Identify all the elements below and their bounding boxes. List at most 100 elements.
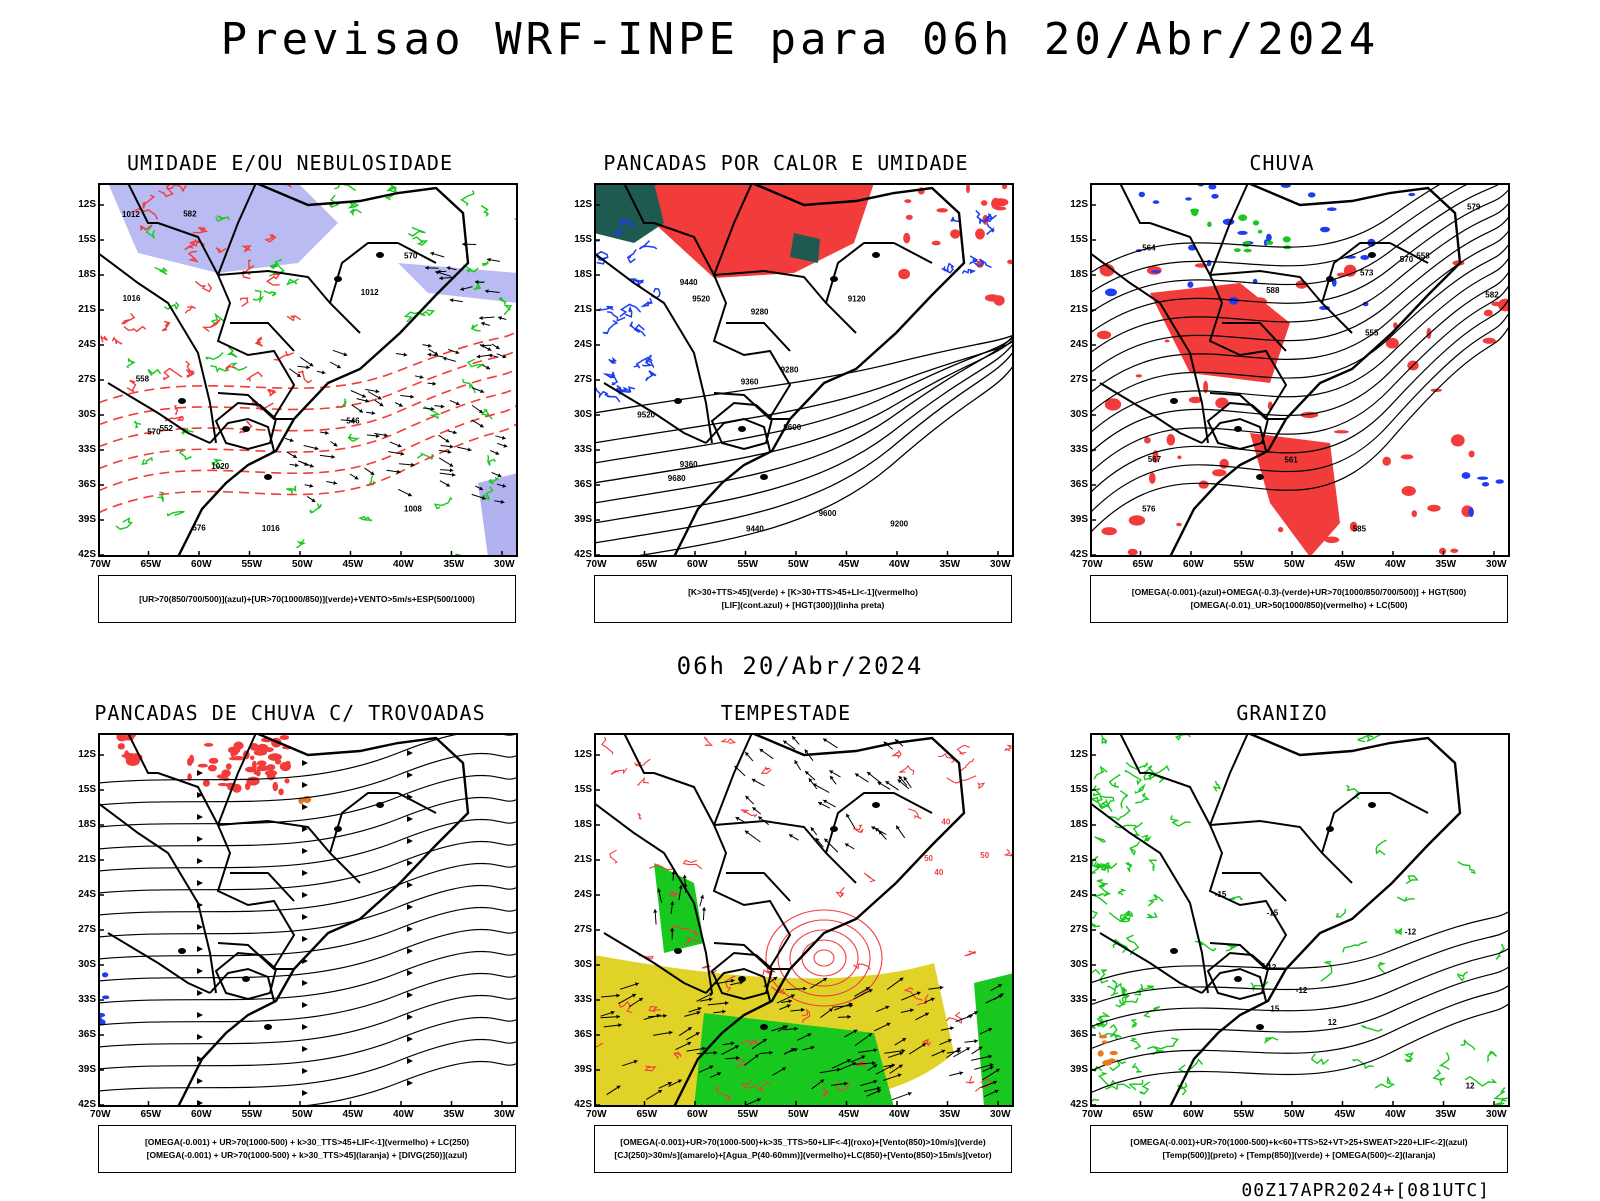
thunder-area-red <box>250 756 255 760</box>
lake <box>1170 398 1178 404</box>
contour-label: 9360 <box>680 460 698 469</box>
contour-label: -12 <box>1296 986 1308 995</box>
legend-line: [CJ(250)>30m/s](amarelo)+[Agua_P(40-60mm… <box>595 1149 1011 1162</box>
lat-tick-label: 18S <box>60 819 96 830</box>
lon-tick-label: 65W <box>141 1109 162 1120</box>
lon-tick-label: 40W <box>393 1109 414 1120</box>
lake <box>674 398 682 404</box>
map-canvas <box>98 733 518 1107</box>
lat-tick-label: 12S <box>1052 199 1088 210</box>
lon-tick-label: 70W <box>1082 559 1103 570</box>
lon-tick-label: 65W <box>1133 559 1154 570</box>
lon-tick-label: 30W <box>1486 559 1507 570</box>
lon-tick-label: 65W <box>1133 1109 1154 1120</box>
lat-tick-label: 39S <box>1052 1064 1088 1075</box>
lon-tick-label: 35W <box>1436 559 1457 570</box>
lat-tick-label: 24S <box>556 889 592 900</box>
contour-label: 9360 <box>741 377 759 386</box>
instability-area-red <box>903 233 910 244</box>
lat-tick-label: 30S <box>1052 959 1088 970</box>
panel-title: UMIDADE E/OU NEBULOSIDADE <box>60 151 520 175</box>
panel-title: CHUVA <box>1052 151 1512 175</box>
omega-area-blue <box>1105 289 1117 297</box>
rain-area-red <box>1469 451 1475 458</box>
lon-tick-label: 45W <box>1335 559 1356 570</box>
thunder-area-red <box>257 760 267 766</box>
thunder-area-red <box>187 758 193 766</box>
legend-line: [OMEGA(-0.001) + UR>70(1000-500) + k>30_… <box>99 1136 515 1149</box>
contour-label: 570 <box>1400 255 1414 264</box>
omega-area-blue <box>1153 200 1160 204</box>
lat-tick-label: 36S <box>556 1029 592 1040</box>
instability-area-red <box>906 215 913 220</box>
omega-area-green <box>1283 236 1291 242</box>
rain-area-red <box>1324 537 1339 544</box>
map-canvas: 9680960096009520952094409440936093609280… <box>594 183 1014 557</box>
legend-line: [K>30+TTS>45](verde) + [K>30+TTS>45+LI<-… <box>595 586 1011 599</box>
contour-label: 576 <box>1142 504 1156 513</box>
rain-area-red <box>1382 457 1391 466</box>
thunder-area-red <box>280 735 289 740</box>
omega-area-green <box>1266 241 1274 245</box>
legend-line: [Temp(500)](preto) + [Temp(850)](verde) … <box>1091 1149 1507 1162</box>
lat-tick-label: 33S <box>1052 994 1088 1005</box>
lake <box>1256 1024 1264 1030</box>
thunder-area-orange <box>298 798 304 802</box>
lat-tick-label: 33S <box>60 444 96 455</box>
lake <box>1256 474 1264 480</box>
lon-tick-label: 50W <box>788 559 809 570</box>
lat-tick-label: 27S <box>1052 924 1088 935</box>
lake <box>1368 802 1376 808</box>
lat-tick-label: 27S <box>60 374 96 385</box>
contour-label: 573 <box>1360 269 1374 278</box>
contour-label: 15 <box>1262 962 1271 971</box>
omega-area-blue <box>1151 270 1161 273</box>
rain-area-red <box>1451 434 1465 446</box>
rain-area-red <box>1427 505 1440 512</box>
contour-label: 40 <box>941 817 950 826</box>
rain-area-red <box>1144 437 1151 444</box>
thunder-area-red <box>118 743 125 749</box>
contour-label: 546 <box>346 416 360 425</box>
lake <box>242 426 250 432</box>
lon-tick-label: 60W <box>687 1109 708 1120</box>
contour-label: 552 <box>160 424 174 433</box>
lat-tick-label: 39S <box>556 1064 592 1075</box>
rain-area-red <box>1212 469 1226 476</box>
lake <box>1234 976 1242 982</box>
lon-tick-label: 70W <box>1082 1109 1103 1120</box>
lake <box>242 976 250 982</box>
contour-label: 9200 <box>890 520 908 529</box>
lon-tick-label: 50W <box>788 1109 809 1120</box>
contour-label: 1016 <box>262 524 280 533</box>
instability-area-red <box>950 229 960 238</box>
lake <box>264 474 272 480</box>
thunder-area-red <box>226 763 232 769</box>
panel-legend: [OMEGA(-0.001)+UR>70(1000-500)+k<60+TTS>… <box>1090 1125 1508 1173</box>
rain-area-red <box>1402 486 1416 496</box>
lat-tick-label: 12S <box>60 749 96 760</box>
lat-tick-label: 36S <box>556 479 592 490</box>
legend-line: [LIF](cont.azul) + [HGT(300)](linha pret… <box>595 599 1011 612</box>
divergence-area-blue <box>102 972 108 977</box>
mid-date: 06h 20/Abr/2024 <box>0 652 1600 680</box>
lon-tick-label: 55W <box>1234 559 1255 570</box>
lon-tick-label: 70W <box>586 559 607 570</box>
map-canvas: 1012101610121020101610085765705825705585… <box>98 183 518 557</box>
thunder-area-red <box>209 758 219 764</box>
contour-label: 9520 <box>637 411 655 420</box>
rain-area-red <box>1167 434 1176 446</box>
lat-tick-label: 15S <box>60 234 96 245</box>
omega-area-blue <box>1320 227 1330 233</box>
contour-label: 588 <box>1266 286 1280 295</box>
lake <box>376 802 384 808</box>
rain-area-red <box>1334 430 1349 433</box>
contour-label: 12 <box>1328 1018 1337 1027</box>
lat-tick-label: 18S <box>60 269 96 280</box>
rain-area-red <box>1102 527 1117 535</box>
contour-label: 1008 <box>404 505 422 514</box>
instability-area-red <box>981 200 987 206</box>
thunder-area-red <box>254 750 267 756</box>
